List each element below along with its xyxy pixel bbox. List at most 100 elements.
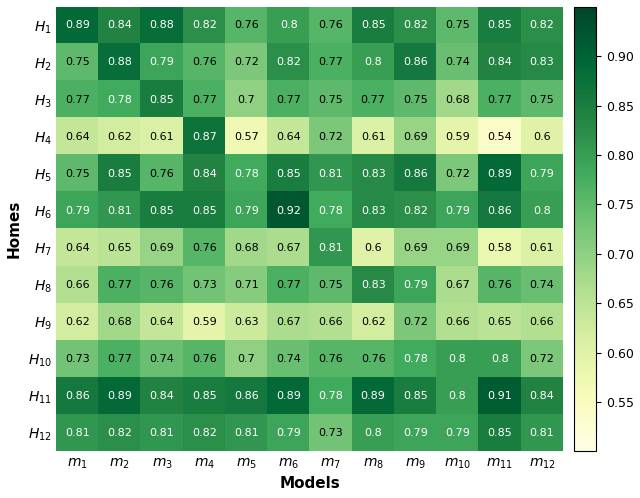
Text: 0.73: 0.73 — [65, 354, 90, 364]
Text: 0.76: 0.76 — [488, 280, 512, 290]
Text: 0.64: 0.64 — [65, 243, 90, 252]
Text: 0.89: 0.89 — [361, 391, 385, 401]
Text: 0.84: 0.84 — [192, 168, 217, 179]
Text: 0.59: 0.59 — [192, 317, 216, 327]
Text: 0.66: 0.66 — [65, 280, 90, 290]
Text: 0.79: 0.79 — [150, 57, 175, 68]
Text: 0.85: 0.85 — [192, 391, 216, 401]
Text: 0.75: 0.75 — [65, 57, 90, 68]
Text: 0.77: 0.77 — [108, 280, 132, 290]
Text: 0.85: 0.85 — [488, 20, 512, 30]
Text: 0.8: 0.8 — [533, 206, 551, 216]
Text: 0.69: 0.69 — [403, 131, 428, 141]
Text: 0.64: 0.64 — [65, 131, 90, 141]
Text: 0.6: 0.6 — [533, 131, 551, 141]
Text: 0.65: 0.65 — [108, 243, 132, 252]
Text: 0.78: 0.78 — [403, 354, 428, 364]
Text: 0.81: 0.81 — [530, 428, 554, 438]
Text: 0.72: 0.72 — [319, 131, 344, 141]
Text: 0.75: 0.75 — [530, 95, 554, 105]
Text: 0.66: 0.66 — [319, 317, 343, 327]
Text: 0.74: 0.74 — [530, 280, 554, 290]
Text: 0.68: 0.68 — [108, 317, 132, 327]
Text: 0.65: 0.65 — [488, 317, 512, 327]
Text: 0.72: 0.72 — [530, 354, 554, 364]
Text: 0.76: 0.76 — [150, 168, 175, 179]
Text: 0.67: 0.67 — [276, 317, 301, 327]
Text: 0.85: 0.85 — [192, 206, 216, 216]
Text: 0.86: 0.86 — [403, 57, 428, 68]
Text: 0.76: 0.76 — [234, 20, 259, 30]
Text: 0.81: 0.81 — [108, 206, 132, 216]
Text: 0.66: 0.66 — [445, 317, 470, 327]
Text: 0.82: 0.82 — [108, 428, 132, 438]
X-axis label: Models: Models — [280, 476, 340, 491]
Text: 0.71: 0.71 — [234, 280, 259, 290]
Text: 0.85: 0.85 — [488, 428, 512, 438]
Text: 0.64: 0.64 — [276, 131, 301, 141]
Text: 0.85: 0.85 — [150, 95, 175, 105]
Text: 0.75: 0.75 — [319, 95, 343, 105]
Text: 0.79: 0.79 — [530, 168, 554, 179]
Text: 0.84: 0.84 — [108, 20, 132, 30]
Text: 0.82: 0.82 — [192, 428, 217, 438]
Text: 0.59: 0.59 — [445, 131, 470, 141]
Text: 0.8: 0.8 — [491, 354, 509, 364]
Text: 0.79: 0.79 — [276, 428, 301, 438]
Text: 0.75: 0.75 — [403, 95, 428, 105]
Text: 0.79: 0.79 — [445, 428, 470, 438]
Text: 0.77: 0.77 — [276, 95, 301, 105]
Text: 0.78: 0.78 — [108, 95, 132, 105]
Text: 0.8: 0.8 — [449, 391, 467, 401]
Text: 0.89: 0.89 — [108, 391, 132, 401]
Text: 0.74: 0.74 — [445, 57, 470, 68]
Text: 0.74: 0.74 — [276, 354, 301, 364]
Text: 0.84: 0.84 — [530, 391, 554, 401]
Text: 0.76: 0.76 — [192, 57, 216, 68]
Text: 0.85: 0.85 — [108, 168, 132, 179]
Text: 0.61: 0.61 — [530, 243, 554, 252]
Text: 0.72: 0.72 — [234, 57, 259, 68]
Text: 0.62: 0.62 — [108, 131, 132, 141]
Text: 0.81: 0.81 — [150, 428, 175, 438]
Text: 0.73: 0.73 — [319, 428, 343, 438]
Text: 0.82: 0.82 — [276, 57, 301, 68]
Text: 0.81: 0.81 — [234, 428, 259, 438]
Text: 0.61: 0.61 — [150, 131, 174, 141]
Text: 0.76: 0.76 — [361, 354, 385, 364]
Text: 0.61: 0.61 — [361, 131, 385, 141]
Text: 0.76: 0.76 — [192, 243, 216, 252]
Text: 0.87: 0.87 — [192, 131, 217, 141]
Text: 0.72: 0.72 — [403, 317, 428, 327]
Text: 0.74: 0.74 — [150, 354, 175, 364]
Text: 0.85: 0.85 — [276, 168, 301, 179]
Text: 0.57: 0.57 — [234, 131, 259, 141]
Text: 0.89: 0.89 — [488, 168, 512, 179]
Text: 0.67: 0.67 — [445, 280, 470, 290]
Text: 0.77: 0.77 — [488, 95, 512, 105]
Text: 0.6: 0.6 — [364, 243, 382, 252]
Text: 0.66: 0.66 — [530, 317, 554, 327]
Text: 0.68: 0.68 — [445, 95, 470, 105]
Text: 0.85: 0.85 — [361, 20, 385, 30]
Text: 0.77: 0.77 — [319, 57, 344, 68]
Text: 0.68: 0.68 — [234, 243, 259, 252]
Text: 0.86: 0.86 — [488, 206, 512, 216]
Text: 0.78: 0.78 — [319, 391, 344, 401]
Text: 0.78: 0.78 — [319, 206, 344, 216]
Text: 0.79: 0.79 — [403, 280, 428, 290]
Text: 0.81: 0.81 — [65, 428, 90, 438]
Text: 0.79: 0.79 — [445, 206, 470, 216]
Text: 0.89: 0.89 — [65, 20, 90, 30]
Text: 0.76: 0.76 — [319, 20, 343, 30]
Text: 0.86: 0.86 — [234, 391, 259, 401]
Text: 0.79: 0.79 — [234, 206, 259, 216]
Text: 0.77: 0.77 — [108, 354, 132, 364]
Text: 0.85: 0.85 — [403, 391, 428, 401]
Text: 0.81: 0.81 — [319, 243, 343, 252]
Text: 0.8: 0.8 — [280, 20, 298, 30]
Text: 0.84: 0.84 — [488, 57, 512, 68]
Text: 0.86: 0.86 — [403, 168, 428, 179]
Text: 0.77: 0.77 — [192, 95, 217, 105]
Text: 0.79: 0.79 — [403, 428, 428, 438]
